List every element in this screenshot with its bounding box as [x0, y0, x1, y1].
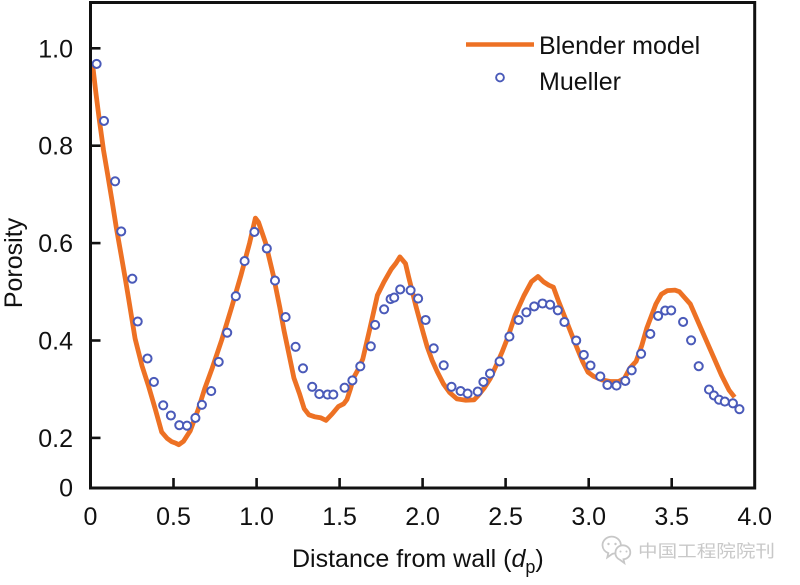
svg-text:1.0: 1.0	[239, 503, 274, 531]
svg-text:Distance from wall (dp): Distance from wall (dp)	[292, 545, 544, 577]
svg-text:0.5: 0.5	[156, 503, 191, 531]
svg-text:1.0: 1.0	[38, 35, 73, 63]
svg-text:3.0: 3.0	[571, 503, 606, 531]
svg-text:0.2: 0.2	[38, 425, 73, 453]
svg-text:0.4: 0.4	[38, 328, 73, 356]
svg-text:1.5: 1.5	[322, 503, 357, 531]
svg-text:3.5: 3.5	[654, 503, 689, 531]
svg-text:0: 0	[59, 475, 73, 503]
svg-text:2.0: 2.0	[405, 503, 440, 531]
svg-text:0.6: 0.6	[38, 230, 73, 258]
svg-text:0: 0	[84, 503, 98, 531]
svg-text:0.8: 0.8	[38, 133, 73, 161]
svg-text:2.5: 2.5	[488, 503, 523, 531]
svg-text:Blender model: Blender model	[539, 32, 700, 60]
svg-text:Porosity: Porosity	[0, 217, 28, 308]
svg-text:4.0: 4.0	[737, 503, 772, 531]
svg-text:中国工程院院刊: 中国工程院院刊	[638, 542, 775, 561]
svg-text:Mueller: Mueller	[539, 68, 621, 96]
